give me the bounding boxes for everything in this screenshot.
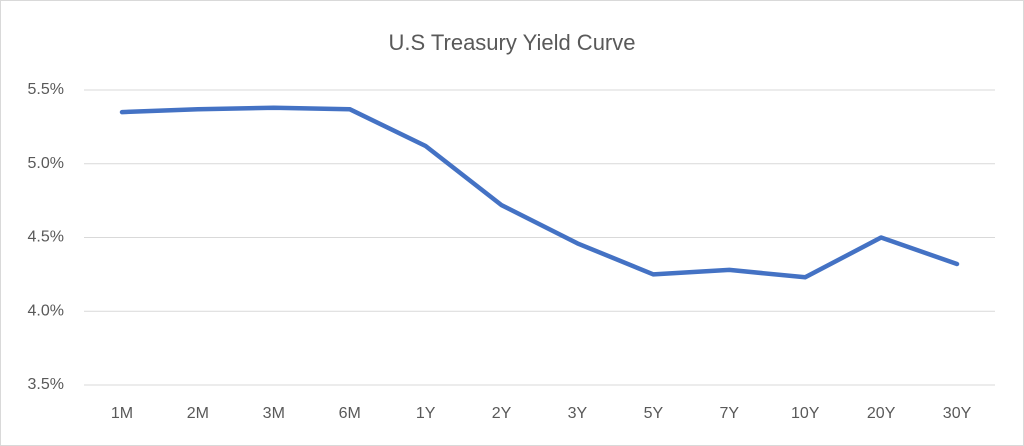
x-tick-label: 2Y (492, 405, 512, 422)
x-tick-label: 20Y (867, 405, 896, 422)
x-tick-label: 10Y (791, 405, 820, 422)
y-tick-label: 5.0% (28, 155, 64, 172)
y-tick-label: 4.5% (28, 229, 64, 246)
x-tick-label: 1M (111, 405, 133, 422)
x-tick-label: 5Y (644, 405, 664, 422)
x-tick-label: 6M (339, 405, 361, 422)
x-tick-label: 1Y (416, 405, 436, 422)
chart-title: U.S Treasury Yield Curve (389, 30, 636, 55)
data-line (119, 105, 960, 280)
y-tick-label: 5.5% (28, 81, 64, 98)
x-tick-label: 2M (187, 405, 209, 422)
x-tick-label: 7Y (720, 405, 740, 422)
y-tick-label: 3.5% (28, 376, 64, 393)
x-tick-label: 3M (263, 405, 285, 422)
x-tick-label: 30Y (943, 405, 972, 422)
y-tick-label: 4.0% (28, 302, 64, 319)
x-tick-label: 3Y (568, 405, 588, 422)
